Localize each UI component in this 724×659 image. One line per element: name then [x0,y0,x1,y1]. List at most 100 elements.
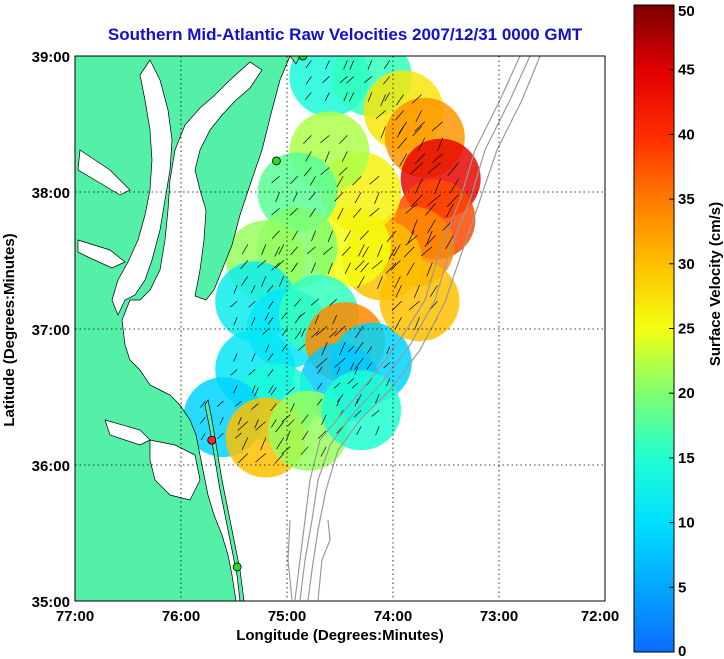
velocity-arrow [397,137,408,149]
colorbar-tick-label: 0 [678,643,686,659]
velocity-arrow [261,276,267,287]
colorbar-tick-label: 15 [678,450,695,467]
velocity-arrow [446,203,454,218]
velocity-arrow [430,285,438,297]
y-tick-label: 38:00 [32,185,70,202]
velocity-arrow [255,453,267,463]
velocity-arrow [241,244,249,255]
x-tick-label: 76:00 [162,608,200,625]
velocity-arrow [336,398,341,407]
velocity-arrow [241,276,249,286]
y-tick-label: 36:00 [32,458,70,475]
velocity-arrow [311,230,316,242]
velocity-arrow [374,192,380,204]
velocity-arrow [276,437,285,450]
velocity-arrow [415,110,422,123]
y-axis: 39:00 38:00 37:00 36:00 35:00 Latitude (… [1,49,70,611]
velocity-arrow [414,285,420,298]
velocity-arrow [425,203,436,216]
velocity-arrow [305,60,312,69]
velocity-arrow [371,260,383,270]
velocity-arrow [371,409,380,417]
velocity-arrow [255,421,267,431]
radar-station-marker [207,435,217,445]
velocity-arrow [320,446,327,457]
velocity-arrow [337,208,344,220]
velocity-arrow [267,353,274,361]
velocity-arrow [420,246,433,257]
velocity-arrow [248,300,256,308]
velocity-arrow [310,298,320,306]
velocity-arrow [383,362,391,369]
velocity-arrow [354,357,364,370]
velocity-arrow [408,300,420,311]
colorbar-tick-label: 5 [678,579,686,596]
velocity-arrow [271,262,280,271]
velocity-arrow [406,262,415,276]
colorbar-tick-label: 50 [678,3,695,20]
velocity-arrow [344,262,351,274]
velocity-arrow [217,432,224,440]
velocity-arrow [426,262,433,277]
velocity-arrow [281,328,288,336]
velocity-arrow [399,153,408,167]
velocity-arrow [349,92,355,102]
plot-area [75,56,605,601]
radar-station-marker [298,56,308,61]
velocity-arrow [358,244,365,257]
velocity-arrow [271,419,277,428]
velocity-arrow [339,341,346,356]
velocity-arrow [396,94,404,106]
velocity-arrow [388,246,397,260]
velocity-arrow [339,135,348,144]
x-tick-label: 75:00 [268,608,306,625]
velocity-arrow [329,330,338,338]
velocity-arrow [344,230,351,242]
velocity-arrow [446,194,459,208]
y-axis-label: Latitude (Degrees:Minutes) [1,233,18,426]
velocity-arrow [200,416,206,424]
velocity-arrow [309,208,316,218]
velocity-arrow [354,260,365,271]
velocity-arrow [375,110,386,119]
velocity-arrow [317,430,327,439]
colorbar-gradient [633,4,675,653]
velocity-arrow [414,178,424,194]
velocity-arrow [267,301,274,309]
velocity-arrow [391,301,402,311]
velocity-arrow [354,192,362,204]
velocity-arrow [375,426,380,436]
velocity-arrow [418,137,426,151]
velocity-arrow [274,246,280,257]
velocity-arrow [350,362,355,371]
velocity-arrow [332,314,338,325]
velocity-arrow [405,203,418,214]
velocity-arrow [248,369,256,376]
velocity-arrow [320,135,330,143]
velocity-arrow [240,260,249,270]
velocity-arrow [411,219,418,235]
velocity-arrow [349,60,355,70]
velocity-arrow [375,394,380,404]
velocity-arrow [310,262,316,274]
velocity-arrow [383,60,391,69]
velocity-arrow [386,230,397,243]
velocity-arrow [271,230,280,239]
velocity-arrow [301,328,306,337]
velocity-arrow [329,298,338,306]
velocity-arrow [322,76,330,84]
velocity-arrow [267,285,274,293]
velocity-arrow [278,276,285,287]
velocity-arrow [230,369,238,376]
x-tick-label: 73:00 [480,608,518,625]
velocity-arrow [303,167,312,177]
velocity-arrow [338,167,348,176]
velocity-arrow [405,235,418,246]
velocity-arrow [431,121,444,132]
velocity-arrow [369,207,380,217]
velocity-arrow [270,403,277,412]
velocity-arrow [271,207,280,216]
velocity-arrow [380,94,386,107]
velocity-arrow [395,110,404,121]
